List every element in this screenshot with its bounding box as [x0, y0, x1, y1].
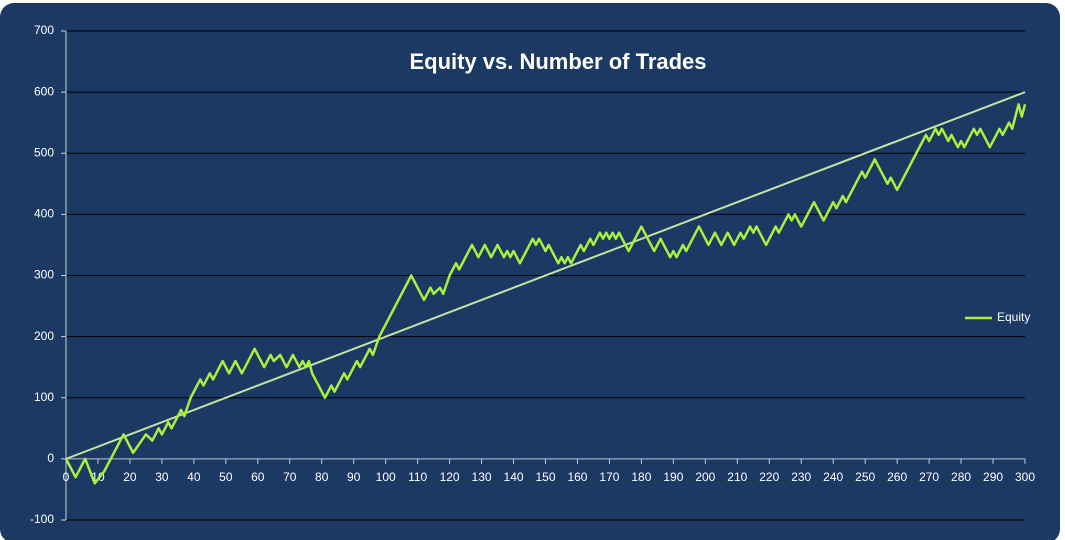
x-tick-label: 180	[631, 470, 651, 484]
y-tick-label: 100	[34, 390, 54, 404]
x-tick-label: 250	[855, 470, 875, 484]
x-tick-label: 190	[663, 470, 683, 484]
x-tick-label: 280	[951, 470, 971, 484]
legend-label: Equity	[997, 310, 1030, 324]
x-tick-label: 300	[1015, 470, 1035, 484]
y-tick-label: 600	[34, 84, 54, 98]
y-tick-label: -100	[30, 512, 54, 526]
chart-background	[0, 3, 1060, 540]
x-tick-label: 30	[155, 470, 169, 484]
x-tick-label: 60	[251, 470, 265, 484]
x-tick-label: 110	[408, 470, 427, 484]
chart-title: Equity vs. Number of Trades	[409, 49, 706, 74]
x-tick-label: 210	[727, 470, 747, 484]
x-tick-label: 40	[187, 470, 201, 484]
y-tick-label: 300	[34, 268, 54, 282]
x-tick-label: 0	[63, 470, 70, 484]
x-tick-label: 90	[347, 470, 361, 484]
x-tick-label: 100	[376, 470, 396, 484]
y-tick-label: 500	[34, 145, 54, 159]
x-tick-label: 170	[599, 470, 619, 484]
x-tick-label: 160	[567, 470, 587, 484]
x-tick-label: 270	[919, 470, 939, 484]
x-tick-label: 200	[695, 470, 715, 484]
x-tick-label: 290	[983, 470, 1003, 484]
x-tick-label: 230	[791, 470, 811, 484]
x-tick-label: 130	[472, 470, 492, 484]
series-line	[64, 103, 1027, 485]
x-tick-label: 120	[440, 470, 460, 484]
x-tick-label: 260	[887, 470, 907, 484]
series-line	[65, 91, 1026, 460]
x-tick-label: 150	[535, 470, 555, 484]
x-tick-label: 20	[123, 470, 137, 484]
y-tick-label: 700	[34, 23, 54, 37]
y-tick-label: 400	[34, 207, 54, 221]
x-tick-label: 50	[219, 470, 233, 484]
x-tick-label: 70	[283, 470, 297, 484]
x-tick-label: 220	[759, 470, 779, 484]
x-tick-label: 140	[504, 470, 524, 484]
y-tick-label: 200	[34, 329, 54, 343]
y-tick-label: 0	[47, 451, 54, 465]
x-tick-label: 240	[823, 470, 843, 484]
x-tick-label: 80	[315, 470, 329, 484]
